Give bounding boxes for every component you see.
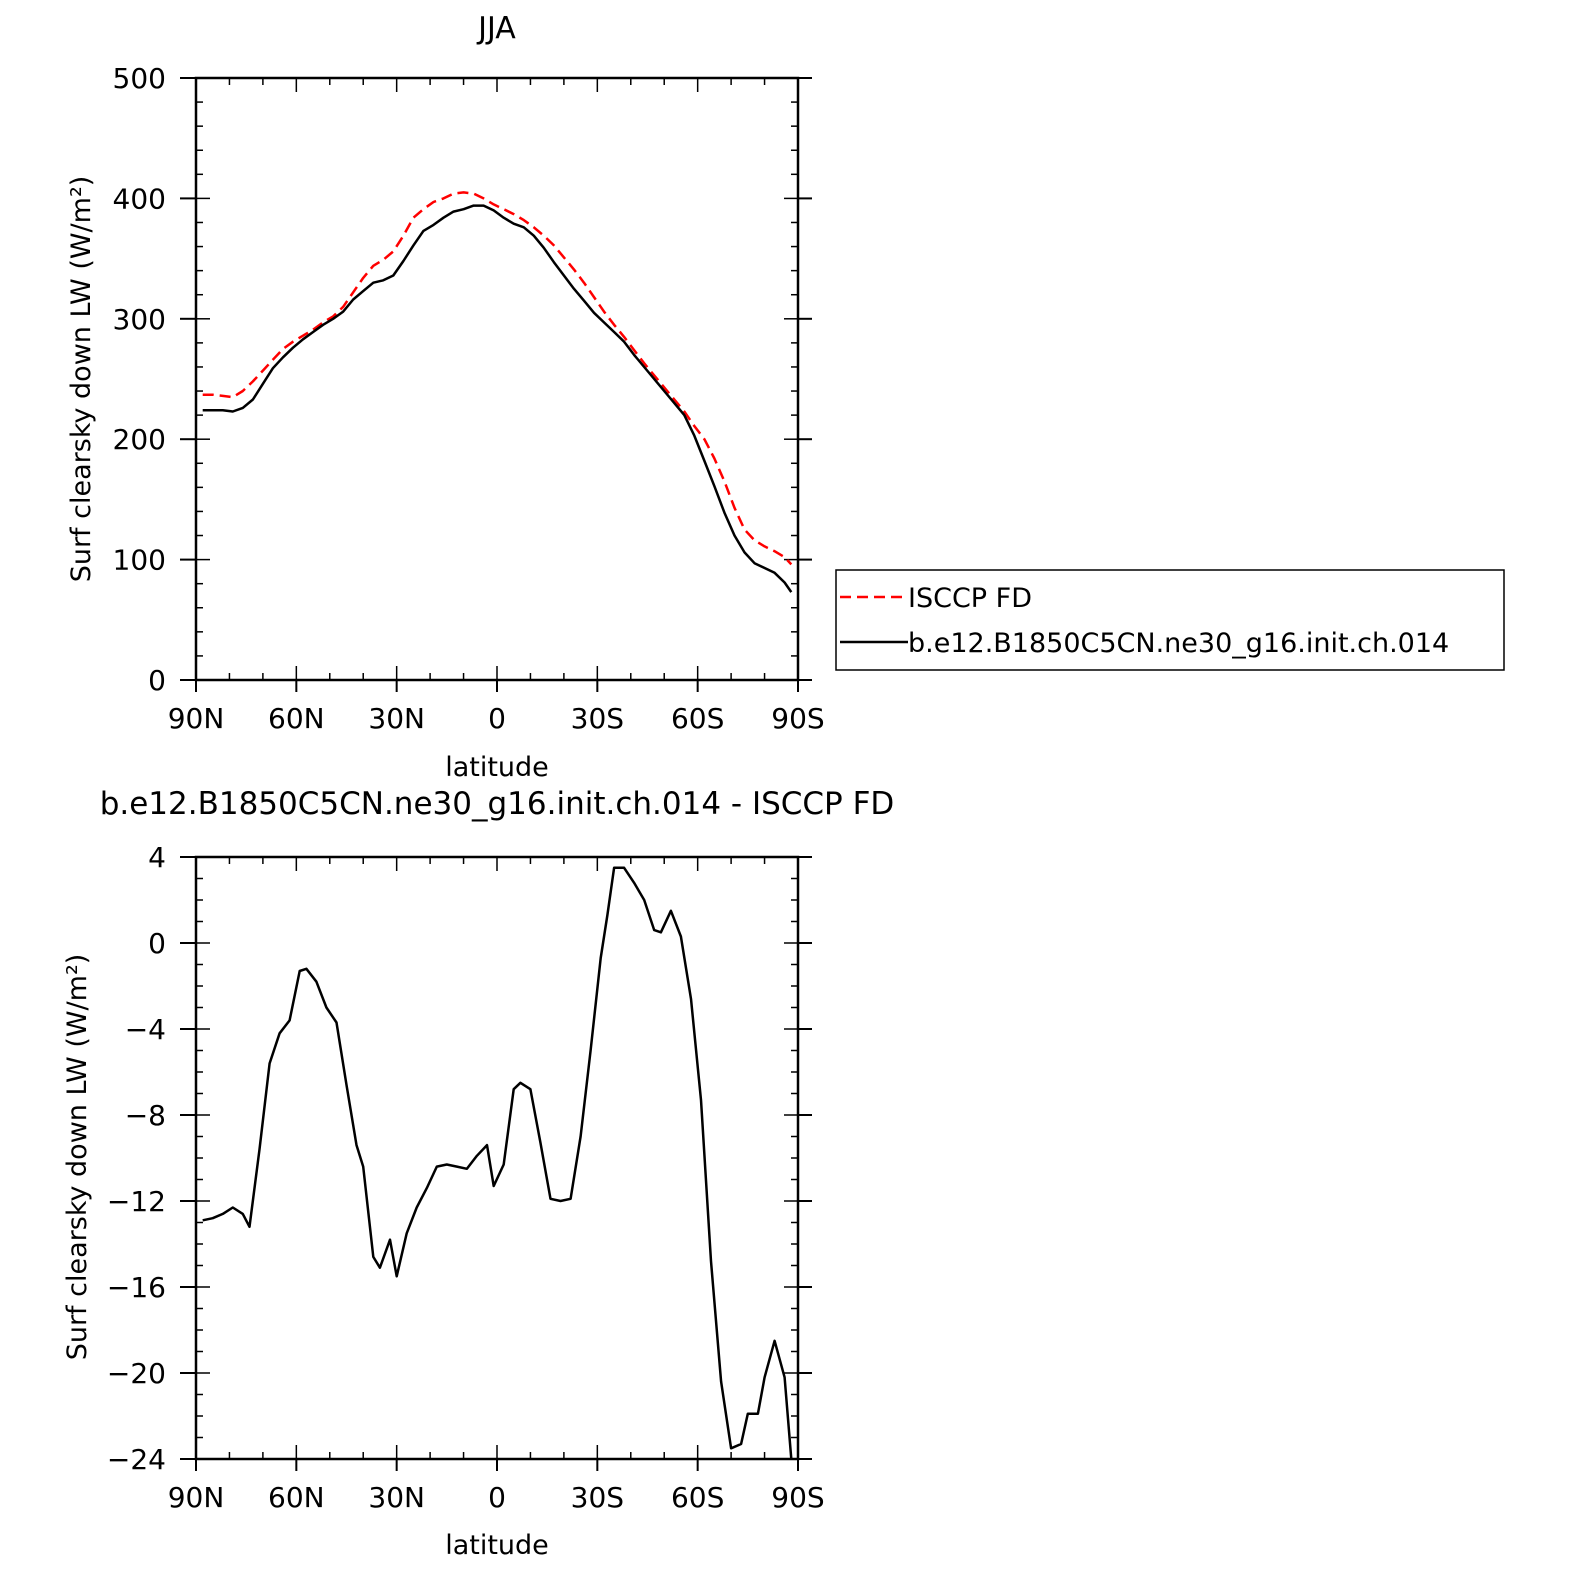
x-tick-label: 30S [571, 702, 624, 735]
x-tick-label: 30N [368, 1481, 425, 1514]
top-axis-ticks [180, 77, 812, 692]
bottom-series-layer [202, 866, 793, 1460]
bottom-tick-labels: 90N 60N 30N 0 30S 60S 90S −24 −20 −16 −12 −8 −4 0 4 [107, 841, 825, 1514]
legend-label-isccp: ISCCP FD [908, 583, 1032, 614]
bottom-y-axis-label: Surf clearsky down LW (W/m²) [62, 954, 93, 1361]
series-line-1-0 [202, 866, 793, 1460]
series-line-0-0 [202, 191, 793, 566]
top-y-axis-label: Surf clearsky down LW (W/m²) [66, 176, 97, 583]
x-tick-label: 90N [168, 1481, 225, 1514]
y-tick-label: −12 [107, 1185, 166, 1218]
series-line-0-1 [202, 204, 793, 593]
bottom-plot-frame [194, 855, 800, 1461]
top-panel: JJA Surf clearsky down LW (W/m²) latitud… [66, 11, 825, 783]
y-tick-label: −16 [107, 1271, 166, 1304]
x-tick-label: 90S [771, 702, 824, 735]
x-tick-label: 60N [268, 1481, 325, 1514]
bottom-axis-ticks [180, 856, 812, 1471]
y-tick-label: −8 [125, 1099, 166, 1132]
y-tick-label: 4 [148, 841, 166, 874]
x-tick-label: 0 [488, 1481, 506, 1514]
x-tick-label: 90N [168, 702, 225, 735]
y-tick-label: −24 [107, 1443, 166, 1476]
x-tick-label: 30S [571, 1481, 624, 1514]
x-tick-label: 60S [671, 702, 724, 735]
bottom-x-axis-label: latitude [445, 1530, 549, 1561]
top-series-layer [202, 191, 793, 593]
y-tick-label: 500 [113, 62, 166, 95]
top-x-axis-label: latitude [445, 752, 549, 783]
x-tick-label: 60N [268, 702, 325, 735]
legend: ISCCP FD b.e12.B1850C5CN.ne30_g16.init.c… [835, 569, 1505, 671]
top-plot-frame [194, 76, 800, 682]
x-tick-label: 30N [368, 702, 425, 735]
top-tick-labels: 90N 60N 30N 0 30S 60S 90S 0 100 200 300 400 500 [113, 62, 825, 735]
y-tick-label: −4 [125, 1013, 166, 1046]
x-tick-label: 90S [771, 1481, 824, 1514]
legend-box [835, 569, 1505, 671]
y-tick-label: 100 [113, 544, 166, 577]
y-tick-label: −20 [107, 1357, 166, 1390]
y-tick-label: 300 [113, 303, 166, 336]
top-chart-title: JJA [476, 11, 516, 46]
y-tick-label: 0 [148, 927, 166, 960]
y-tick-label: 0 [148, 664, 166, 697]
bottom-panel: b.e12.B1850C5CN.ne30_g16.init.ch.014 - I… [62, 786, 894, 1561]
x-tick-label: 60S [671, 1481, 724, 1514]
y-tick-label: 200 [113, 423, 166, 456]
y-tick-label: 400 [113, 182, 166, 215]
legend-label-model: b.e12.B1850C5CN.ne30_g16.init.ch.014 [908, 628, 1449, 659]
bottom-chart-title: b.e12.B1850C5CN.ne30_g16.init.ch.014 - I… [100, 786, 895, 822]
x-tick-label: 0 [488, 702, 506, 735]
